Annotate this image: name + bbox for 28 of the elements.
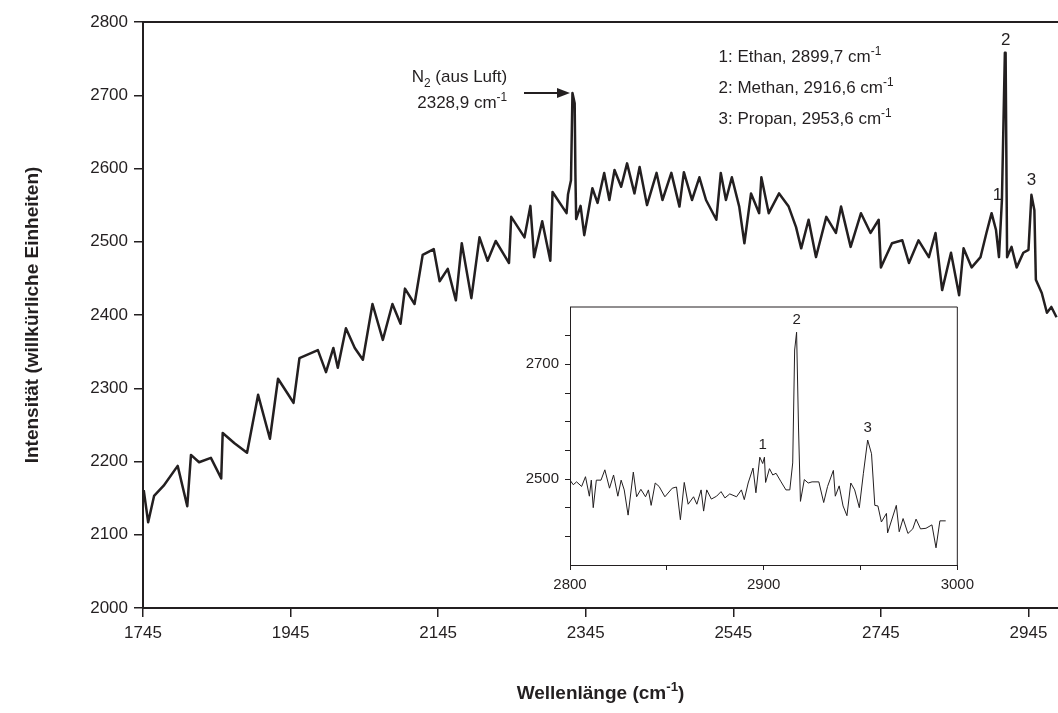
x-tick-label: 1745: [124, 622, 162, 642]
x-tick-label: 2745: [861, 622, 900, 642]
x-tick-label: 3000: [940, 575, 974, 593]
y-tick-label: 2400: [90, 304, 128, 324]
y-tick-label: 2000: [90, 597, 128, 617]
y-tick-label: 2100: [90, 524, 128, 544]
annotation: 1: [758, 435, 767, 453]
y-tick-label: 2700: [525, 354, 559, 372]
y-tick-label: 2500: [525, 469, 559, 487]
y-tick-label: 2800: [90, 11, 128, 31]
annotation: 3: [863, 418, 872, 436]
x-tick-label: 1945: [271, 622, 310, 642]
y-axis-title: Intensität (willkürliche Einheiten): [21, 166, 42, 464]
annotation: 2: [1000, 29, 1011, 49]
y-tick-label: 2200: [90, 451, 128, 471]
x-tick-label: 2345: [566, 622, 605, 642]
annotation: 2: [792, 310, 801, 328]
x-tick-label: 2900: [746, 575, 781, 593]
x-tick-label: 2800: [553, 575, 587, 593]
y-tick-label: 2600: [90, 158, 128, 178]
annotation: 1: [992, 185, 1003, 205]
y-tick-label: 2500: [90, 231, 128, 251]
x-tick-label: 2945: [1009, 622, 1048, 642]
y-tick-label: 2300: [90, 377, 128, 397]
annotation: 3: [1026, 170, 1037, 190]
x-tick-label: 2545: [714, 622, 753, 642]
y-tick-label: 2700: [90, 84, 128, 104]
x-tick-label: 2145: [419, 622, 458, 642]
